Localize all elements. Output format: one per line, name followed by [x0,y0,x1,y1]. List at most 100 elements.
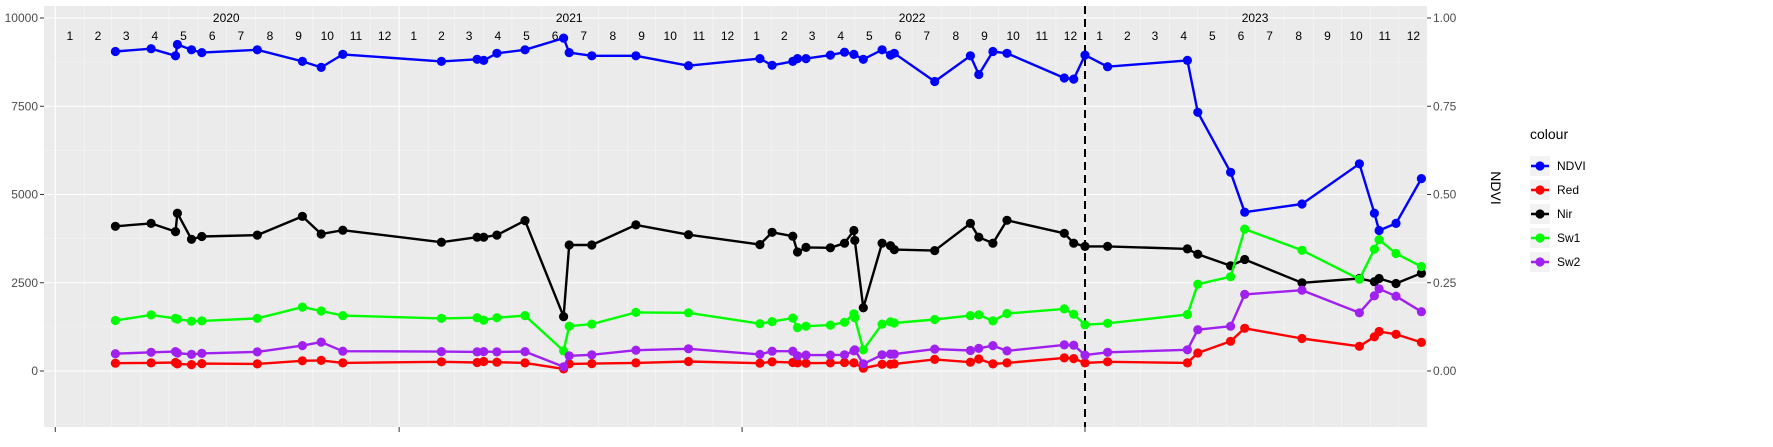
data-point [110,358,120,368]
data-point [755,54,765,64]
data-point [1374,284,1384,294]
month-label: 2 [438,29,445,43]
data-point [252,347,262,357]
data-point [849,49,859,60]
month-label: 6 [1238,29,1245,43]
data-point [839,238,850,248]
month-label: 4 [1180,29,1187,43]
month-label: 10 [321,29,335,43]
month-label: 8 [267,29,274,43]
legend-label: Sw2 [1557,255,1581,269]
data-point [338,49,348,60]
data-point [1059,353,1069,363]
data-point [436,347,446,357]
year-label: 2020 [213,11,240,25]
data-point [988,316,998,326]
data-point [877,319,887,329]
month-label: 12 [1407,29,1421,43]
month-label: 4 [152,29,159,43]
month-label: 7 [237,29,244,43]
data-point [146,310,156,320]
data-point [788,313,798,323]
data-point [631,358,641,368]
data-point [1416,174,1426,184]
data-point [172,314,182,324]
data-point [587,319,597,329]
data-point [436,56,446,66]
data-point [492,313,502,323]
data-point [683,308,694,318]
data-point [801,242,811,252]
series-layer [110,33,1426,374]
data-point [1193,325,1203,335]
data-point [252,313,262,323]
data-point [683,344,694,354]
data-point [631,307,641,317]
data-point [110,46,120,57]
data-point [792,351,803,361]
data-point [297,211,307,221]
data-point [801,350,811,360]
month-label: 1 [753,29,760,43]
data-point [1240,207,1250,217]
data-point [1002,48,1012,58]
data-point [110,315,120,326]
data-point [1002,346,1012,356]
data-point [631,220,641,230]
data-point [297,341,307,351]
right-axis-title: NDVI [1488,171,1504,204]
data-point [825,50,836,60]
month-label: 10 [1006,29,1020,43]
year-labels: 2020 2021 2022 2023 [213,11,1269,25]
data-point [252,230,262,240]
data-point [110,349,120,359]
legend-label: Red [1557,183,1579,197]
data-point [1193,348,1203,358]
data-point [1416,337,1426,347]
data-point [1193,107,1203,117]
data-point [1080,320,1090,330]
data-point [1193,279,1203,289]
data-point [1240,254,1250,265]
data-point [172,39,182,50]
year-label: 2022 [899,11,926,25]
data-point [930,246,940,256]
data-point [1182,244,1192,254]
month-label: 5 [866,29,873,43]
data-point [170,227,181,237]
data-point [1297,199,1307,209]
data-point [492,357,502,367]
legend-key-point [1535,257,1545,267]
data-point [197,48,207,58]
month-label: 6 [552,29,559,43]
data-point [316,62,326,72]
data-point [492,48,502,58]
data-point [1069,309,1079,319]
data-point [858,303,868,313]
data-point [767,317,777,327]
data-point [146,347,156,357]
data-point [974,232,984,242]
series-line-sw2 [115,287,1423,368]
data-point [631,51,641,61]
month-label: 8 [952,29,959,43]
data-point [965,345,976,356]
month-label: 2 [95,29,102,43]
data-point [1002,358,1012,368]
data-point [930,314,940,325]
data-point [792,323,803,333]
month-label: 11 [1378,29,1391,43]
data-point [965,311,976,321]
series-line-sw1 [115,227,1422,353]
data-point [316,355,326,365]
data-point [930,354,940,364]
data-point [587,51,597,61]
data-point [1069,354,1079,364]
data-point [825,320,836,330]
left-tick-label: 10000 [5,11,39,25]
left-axis: 0 2500 5000 7500 10000 [5,11,44,378]
data-point [1103,318,1113,328]
data-point [889,318,899,328]
